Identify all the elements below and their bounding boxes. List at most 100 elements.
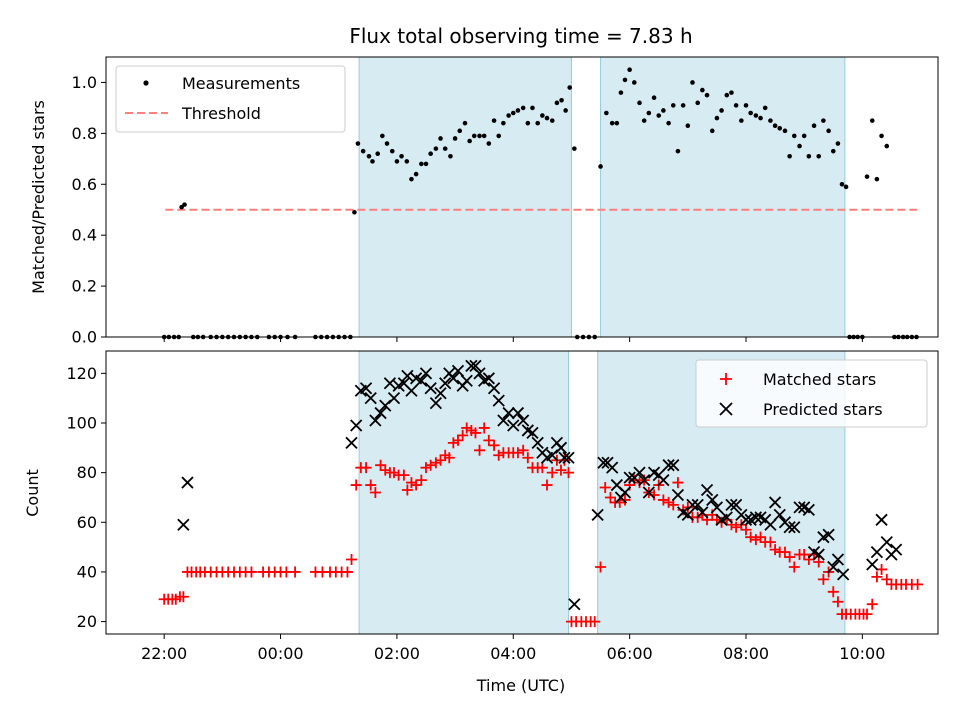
- bottom-legend-box: [695, 359, 928, 428]
- predicted-marker: [633, 466, 646, 479]
- matched-marker: [546, 467, 558, 479]
- predicted-marker: [875, 513, 888, 526]
- predicted-marker: [764, 518, 777, 531]
- top-ytick-label: 0.6: [72, 175, 97, 194]
- matched-marker: [177, 591, 189, 603]
- predicted-marker: [554, 441, 568, 454]
- matched-marker: [599, 482, 611, 494]
- measurement-point: [496, 133, 502, 139]
- measurement-point: [477, 133, 482, 139]
- top-legend: Measurements Threshold: [115, 65, 346, 133]
- bottom-ytick-label: 60: [77, 513, 97, 532]
- predicted-marker: [696, 506, 709, 519]
- predicted-marker: [597, 456, 610, 469]
- bottom-xlabel: Time (UTC): [476, 676, 565, 695]
- legend-threshold-label: Threshold: [181, 104, 261, 123]
- measurement-point: [835, 141, 841, 146]
- measurement-point: [772, 123, 778, 129]
- measurement-point: [879, 133, 884, 139]
- matched-marker: [443, 452, 455, 464]
- matched-marker: [461, 422, 473, 434]
- matched-marker: [730, 521, 742, 533]
- measurement-point: [627, 67, 632, 73]
- predicted-marker: [700, 483, 714, 497]
- top-shaded-band-1: [600, 56, 846, 338]
- measurement-point: [637, 100, 642, 106]
- matched-marker: [425, 459, 437, 471]
- matched-marker: [769, 544, 781, 556]
- top-ytick-label: 0.4: [72, 226, 97, 245]
- measurement-point: [399, 153, 404, 159]
- measurement-point: [419, 161, 424, 167]
- legend-x-icon: [719, 402, 733, 416]
- predicted-marker: [451, 364, 465, 377]
- predicted-marker: [662, 459, 675, 472]
- measurement-point: [806, 153, 812, 159]
- bottom-axis-ticks: 20 40 60 80 100 120 22:00 00:00 02:00 04:00 06:00 0…: [66, 364, 885, 663]
- matched-marker: [871, 571, 883, 583]
- matched-marker: [341, 566, 353, 578]
- measurement-point: [510, 110, 516, 116]
- matched-marker: [375, 459, 387, 471]
- predicted-marker: [773, 508, 786, 521]
- measurement-point: [709, 128, 715, 134]
- matched-marker: [430, 457, 442, 469]
- measurement-point: [366, 153, 372, 159]
- measurement-point: [801, 133, 807, 139]
- predicted-marker: [460, 374, 473, 387]
- bottom-xtick-label: 08:00: [723, 644, 769, 663]
- predicted-marker: [591, 508, 604, 521]
- matched-marker: [555, 464, 567, 476]
- measurement-point: [389, 148, 395, 154]
- predicted-marker: [739, 513, 753, 526]
- predicted-marker: [447, 372, 460, 385]
- matched-marker: [827, 586, 839, 598]
- predicted-marker: [419, 367, 433, 380]
- predicted-marker: [706, 493, 719, 507]
- measurement-point: [404, 159, 410, 164]
- measurement-point: [448, 153, 453, 159]
- measurement-point: [821, 118, 826, 123]
- matched-marker: [541, 479, 553, 491]
- predicted-marker: [517, 414, 530, 427]
- predicted-marker: [429, 396, 443, 410]
- matched-marker: [813, 556, 825, 568]
- top-legend-box: [115, 65, 346, 133]
- matched-marker: [517, 444, 529, 456]
- matched-marker: [474, 444, 486, 456]
- matched-marker: [536, 462, 548, 474]
- measurement-point: [685, 123, 691, 129]
- measurement-point: [572, 146, 577, 151]
- matched-marker: [563, 467, 575, 479]
- matched-marker: [832, 596, 844, 608]
- predicted-marker: [568, 598, 581, 611]
- measurement-point: [700, 87, 705, 93]
- measurement-point: [666, 120, 671, 126]
- predicted-marker: [531, 436, 544, 449]
- predicted-marker: [482, 372, 495, 385]
- measurement-point: [641, 118, 647, 123]
- predicted-marker: [181, 476, 194, 489]
- top-ytick-label: 1.0: [72, 73, 97, 92]
- predicted-marker: [749, 511, 763, 524]
- matched-marker: [369, 487, 381, 498]
- matched-marker: [488, 439, 500, 451]
- measurement-point: [733, 103, 739, 108]
- legend-matched-label: Matched stars: [763, 370, 876, 389]
- predicted-marker: [424, 382, 437, 395]
- matched-marker: [452, 434, 464, 446]
- bottom-ytick-label: 40: [77, 562, 97, 581]
- measurement-point: [864, 174, 870, 179]
- matched-marker: [379, 464, 391, 476]
- predicted-marker: [350, 419, 363, 432]
- matched-marker: [522, 452, 534, 464]
- predicted-marker: [783, 521, 796, 534]
- predicted-marker: [177, 518, 190, 531]
- measurement-point: [782, 128, 788, 134]
- bottom-ytick-label: 100: [66, 413, 97, 432]
- measurement-point: [501, 120, 506, 126]
- bottom-xtick-label: 10:00: [839, 644, 885, 663]
- measurement-point: [787, 153, 792, 159]
- matched-marker: [663, 496, 675, 508]
